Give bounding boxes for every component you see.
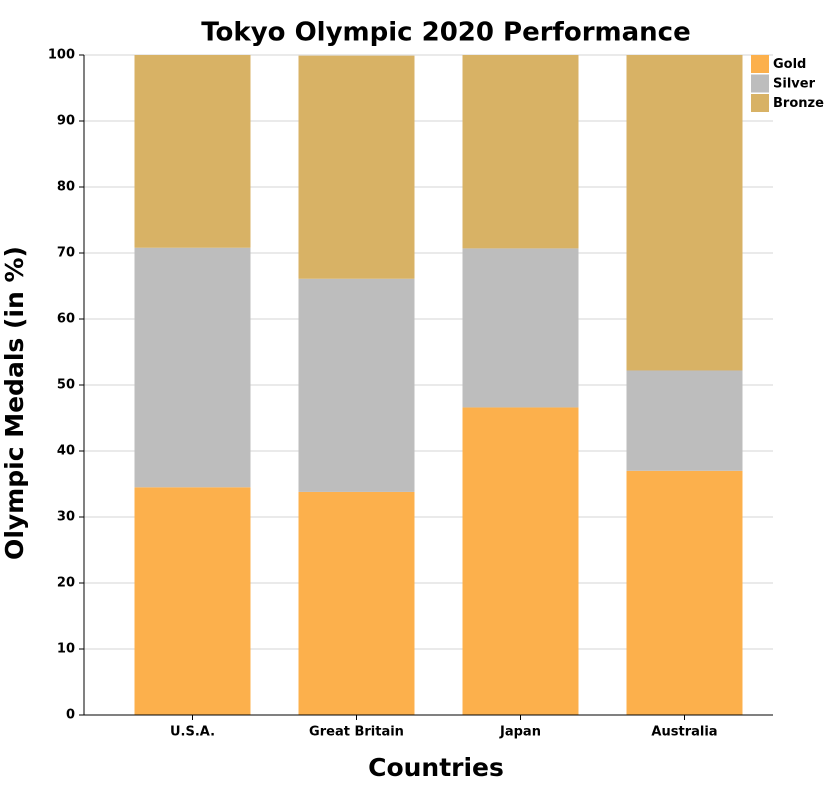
legend-label: Bronze	[773, 96, 824, 111]
x-tick-label: U.S.A.	[170, 725, 215, 740]
y-tick-label: 40	[57, 444, 75, 459]
legend-swatch	[751, 55, 769, 73]
bar-segment	[462, 248, 579, 408]
bar-segment	[134, 55, 251, 248]
bar-segment	[626, 370, 743, 471]
legend-label: Gold	[773, 57, 806, 72]
y-tick-label: 60	[57, 312, 75, 327]
legend-swatch	[751, 74, 769, 93]
chart-title: Tokyo Olympic 2020 Performance	[201, 18, 690, 48]
y-tick-label: 10	[57, 642, 75, 657]
x-axis-label: Countries	[368, 753, 504, 782]
y-tick-label: 0	[66, 708, 75, 723]
bar-segment	[134, 487, 251, 715]
bar-segment	[462, 55, 579, 249]
bar-segment	[298, 55, 415, 279]
bar-segment	[626, 470, 743, 715]
bar-segment	[626, 55, 743, 371]
x-tick-label: Japan	[499, 725, 541, 740]
x-tick-label: Great Britain	[309, 725, 404, 740]
bar-segment	[462, 407, 579, 715]
y-tick-label: 90	[57, 114, 75, 129]
y-tick-label: 20	[57, 576, 75, 591]
bar-segment	[298, 278, 415, 492]
y-tick-label: 30	[57, 510, 75, 525]
y-tick-label: 100	[48, 48, 75, 63]
y-tick-label: 50	[57, 378, 75, 393]
bar-segment	[298, 491, 415, 715]
legend-label: Silver	[773, 77, 816, 92]
bar-segment	[134, 247, 251, 488]
legend-swatch	[751, 94, 769, 112]
y-tick-label: 80	[57, 180, 75, 195]
y-tick-label: 70	[57, 246, 75, 261]
y-axis-label: Olympic Medals (in %)	[0, 246, 29, 560]
x-tick-label: Australia	[651, 725, 717, 740]
